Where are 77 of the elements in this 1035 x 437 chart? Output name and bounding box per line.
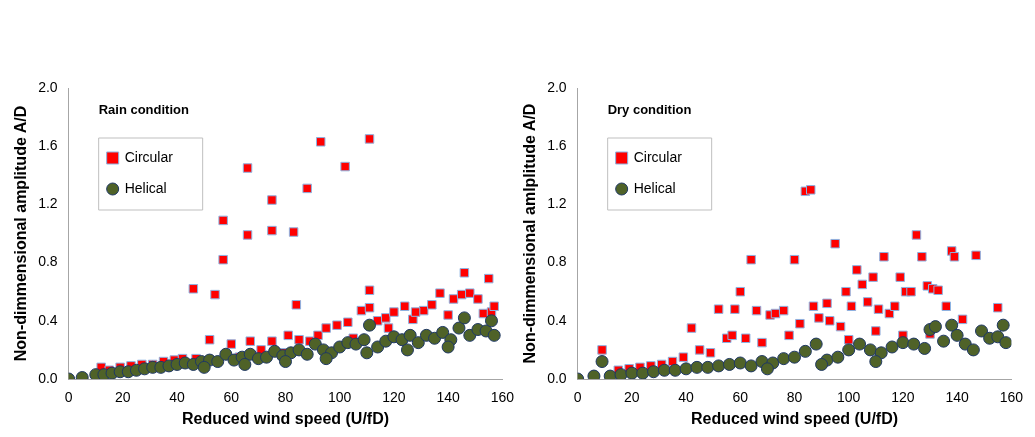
y-axis-title: Non-dimmensional amplitude A/D — [12, 105, 30, 362]
point — [966, 343, 980, 357]
point — [798, 344, 812, 358]
point — [853, 337, 867, 351]
point — [999, 336, 1012, 350]
point — [712, 359, 726, 373]
y-tick-label: 2.0 — [547, 78, 567, 95]
x-tick-label: 20 — [624, 389, 640, 406]
x-tick-label: 40 — [678, 389, 695, 406]
point — [842, 343, 856, 357]
point — [668, 363, 682, 377]
point — [657, 363, 671, 377]
y-tick-label: 1.2 — [547, 195, 567, 212]
annotation: Dry condition — [607, 101, 692, 117]
point — [787, 350, 801, 364]
x-tick-label: 100 — [837, 389, 861, 406]
point — [614, 368, 628, 379]
y-tick-label: 0.8 — [38, 253, 58, 270]
point — [950, 328, 964, 342]
annotation: Rain condition — [98, 101, 189, 117]
x-tick-label: 140 — [945, 389, 970, 406]
point — [733, 356, 747, 370]
x-tick-label: 140 — [436, 389, 461, 406]
x-tick-label: 160 — [999, 389, 1024, 406]
y-axis-title: Non-dimmensional amlplitude A/D — [521, 103, 539, 364]
point — [831, 350, 845, 364]
point — [647, 365, 661, 379]
point — [690, 360, 704, 374]
point — [863, 343, 877, 357]
point — [595, 355, 609, 369]
point — [907, 337, 921, 351]
point — [869, 355, 883, 369]
point — [679, 362, 693, 376]
legend-label: Circular — [633, 148, 683, 165]
point — [625, 366, 639, 379]
x-tick-label: 80 — [786, 389, 803, 406]
legend-label: Helical — [633, 179, 676, 196]
point — [722, 357, 736, 371]
x-tick-label: 20 — [115, 389, 131, 406]
y-tick-label: 2.0 — [38, 78, 58, 95]
x-tick-label: 80 — [277, 389, 294, 406]
x-axis-title: Reduced wind speed (U/fD) — [690, 409, 899, 427]
y-tick-label: 0.4 — [38, 311, 58, 328]
x-tick-label: 100 — [328, 389, 352, 406]
point — [636, 366, 650, 379]
point — [928, 320, 942, 334]
point — [760, 362, 774, 376]
point — [996, 318, 1010, 332]
y-tick-label: 1.6 — [547, 137, 567, 154]
y-tick-label: 0.8 — [547, 253, 567, 270]
point — [809, 337, 823, 351]
y-tick-label: 0.0 — [547, 369, 567, 386]
point — [937, 334, 951, 348]
x-tick-label: 60 — [732, 389, 749, 406]
legend-label: Circular — [124, 148, 174, 165]
x-tick-label: 60 — [223, 389, 240, 406]
point — [744, 359, 758, 373]
y-tick-label: 1.2 — [38, 195, 58, 212]
y-tick-label: 1.6 — [38, 137, 58, 154]
point — [945, 318, 959, 332]
point — [777, 352, 791, 366]
x-axis-title: Reduced wind speed (U/fD) — [181, 409, 390, 427]
y-tick-label: 0.0 — [38, 369, 58, 386]
point — [701, 360, 715, 374]
x-tick-label: 0 — [64, 389, 73, 406]
y-tick-label: 0.4 — [547, 311, 567, 328]
x-tick-label: 120 — [382, 389, 406, 406]
point — [896, 336, 910, 350]
point — [885, 340, 899, 354]
point — [815, 357, 829, 371]
x-tick-label: 160 — [490, 389, 515, 406]
point — [975, 324, 989, 338]
point — [918, 341, 932, 355]
x-tick-label: 120 — [891, 389, 915, 406]
legend-label: Helical — [124, 179, 167, 196]
x-tick-label: 0 — [573, 389, 582, 406]
x-tick-label: 40 — [169, 389, 186, 406]
